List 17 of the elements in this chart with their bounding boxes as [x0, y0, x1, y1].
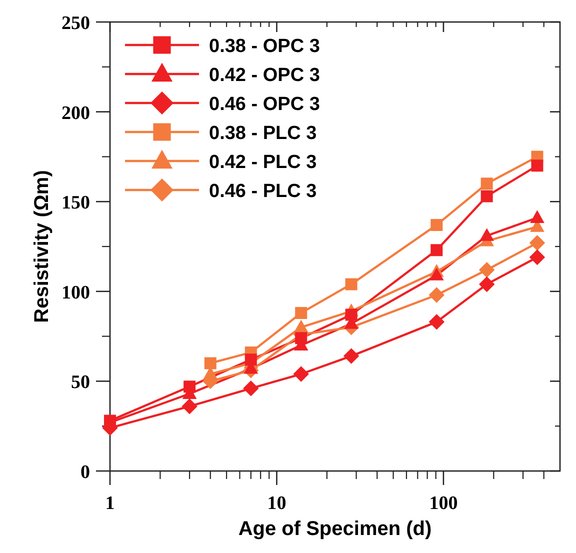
- legend-label: 0.46 - PLC 3: [209, 181, 317, 202]
- legend-label: 0.38 - OPC 3: [209, 36, 320, 57]
- y-tick-label: 250: [62, 13, 90, 34]
- y-axis-title: Resistivity (Ωm): [31, 170, 53, 323]
- y-tick-label: 50: [71, 372, 90, 394]
- x-axis-title: Age of Specimen (d): [238, 518, 432, 540]
- legend-label: 0.42 - OPC 3: [209, 65, 320, 86]
- y-tick-label: 0: [80, 462, 90, 483]
- y-tick-label: 200: [62, 102, 90, 124]
- y-tick-label: 150: [62, 192, 90, 214]
- legend-label: 0.42 - PLC 3: [209, 152, 317, 173]
- legend-label: 0.46 - OPC 3: [209, 94, 320, 115]
- x-tick-label: 100: [429, 493, 458, 514]
- x-tick-label: 10: [267, 493, 286, 514]
- y-tick-label: 100: [62, 282, 90, 304]
- x-tick-label: 1: [105, 493, 115, 514]
- legend-label: 0.38 - PLC 3: [209, 123, 317, 144]
